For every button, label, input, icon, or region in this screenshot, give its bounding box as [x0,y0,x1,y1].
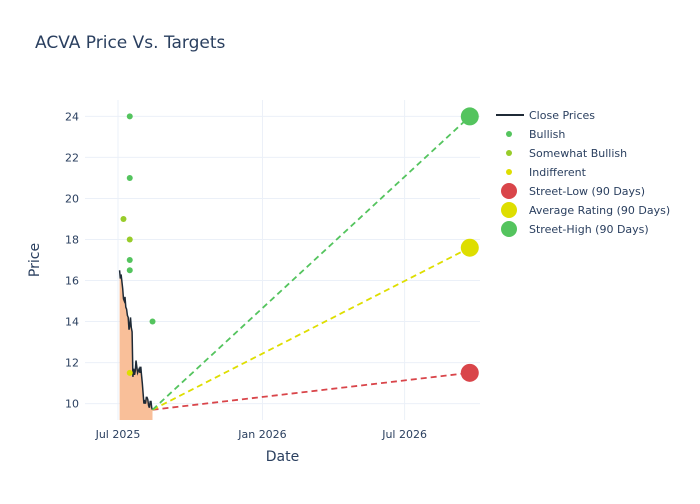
rating-point [126,257,133,263]
legend-dot-swatch [506,169,512,175]
rating-point [126,236,133,243]
target-marker [460,238,479,257]
legend-label: Street-High (90 Days) [529,223,649,236]
rating-point [149,318,156,325]
legend-dot-swatch [506,131,512,137]
y-tick-label: 18 [65,233,79,246]
y-tick-label: 22 [65,151,79,164]
target-line [152,246,471,411]
legend-marker-swatch [501,202,517,218]
legend-item: Street-Low (90 Days) [501,183,645,199]
y-tick-label: 10 [65,398,79,411]
legend-label: Bullish [529,128,565,141]
legend-label: Street-Low (90 Days) [529,185,645,198]
legend-dot-swatch [506,150,512,156]
chart-title: ACVA Price Vs. Targets [35,33,226,53]
x-axis-title: Date [266,449,299,465]
rating-point [126,113,133,120]
rating-point [126,267,133,274]
legend-label: Close Prices [529,109,595,122]
legend-item: Bullish [506,128,565,141]
y-tick-label: 24 [65,110,79,123]
legend-marker-swatch [501,183,517,199]
legend-item: Street-High (90 Days) [501,221,649,237]
y-tick-label: 20 [65,192,79,205]
target-line [151,115,471,411]
y-tick-label: 12 [65,357,79,370]
legend-item: Somewhat Bullish [506,147,627,160]
legend-label: Somewhat Bullish [529,147,627,160]
rating-point [126,174,133,181]
x-tick-label: Jul 2025 [95,428,141,441]
close-price-area [119,270,153,420]
legend-item: Close Prices [496,109,595,122]
rating-point [120,215,127,222]
x-tick-label: Jan 2026 [237,428,286,441]
y-tick-label: 14 [65,316,79,329]
legend-item: Average Rating (90 Days) [501,202,670,218]
x-tick-label: Jul 2026 [381,428,427,441]
y-tick-label: 16 [65,275,79,288]
legend-item: Indifferent [506,166,587,179]
legend-label: Average Rating (90 Days) [529,204,670,217]
legend-marker-swatch [501,221,517,237]
legend-label: Indifferent [529,166,587,179]
close-price-line [118,270,154,410]
target-line [152,371,470,411]
y-axis-title: Price [27,243,43,277]
rating-point [126,369,133,376]
target-marker [460,363,479,382]
target-marker [460,107,479,126]
